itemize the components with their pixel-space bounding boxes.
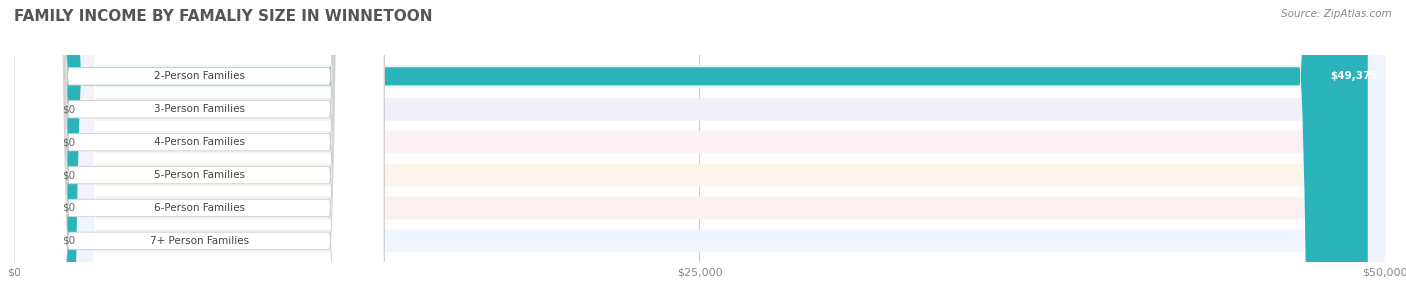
- Text: Source: ZipAtlas.com: Source: ZipAtlas.com: [1281, 9, 1392, 19]
- Text: 5-Person Families: 5-Person Families: [153, 170, 245, 180]
- FancyBboxPatch shape: [14, 0, 384, 305]
- FancyBboxPatch shape: [14, 0, 48, 305]
- FancyBboxPatch shape: [14, 0, 384, 305]
- FancyBboxPatch shape: [14, 0, 384, 305]
- FancyBboxPatch shape: [14, 0, 384, 305]
- FancyBboxPatch shape: [14, 0, 48, 305]
- Text: $0: $0: [62, 236, 75, 246]
- Text: $49,375: $49,375: [1330, 71, 1378, 81]
- FancyBboxPatch shape: [14, 0, 48, 305]
- FancyBboxPatch shape: [14, 0, 48, 305]
- FancyBboxPatch shape: [14, 0, 1385, 305]
- FancyBboxPatch shape: [14, 0, 1385, 305]
- FancyBboxPatch shape: [14, 0, 384, 305]
- Text: $0: $0: [62, 203, 75, 213]
- Text: 2-Person Families: 2-Person Families: [153, 71, 245, 81]
- Text: $0: $0: [62, 104, 75, 114]
- FancyBboxPatch shape: [14, 0, 1385, 305]
- Text: FAMILY INCOME BY FAMALIY SIZE IN WINNETOON: FAMILY INCOME BY FAMALIY SIZE IN WINNETO…: [14, 9, 433, 24]
- FancyBboxPatch shape: [14, 0, 1385, 305]
- Text: 4-Person Families: 4-Person Families: [153, 137, 245, 147]
- FancyBboxPatch shape: [14, 0, 1385, 305]
- Text: $0: $0: [62, 170, 75, 180]
- FancyBboxPatch shape: [14, 0, 1385, 305]
- Text: 3-Person Families: 3-Person Families: [153, 104, 245, 114]
- Text: $0: $0: [62, 137, 75, 147]
- Text: 7+ Person Families: 7+ Person Families: [149, 236, 249, 246]
- FancyBboxPatch shape: [14, 0, 1368, 305]
- FancyBboxPatch shape: [14, 0, 48, 305]
- FancyBboxPatch shape: [14, 0, 384, 305]
- Text: 6-Person Families: 6-Person Families: [153, 203, 245, 213]
